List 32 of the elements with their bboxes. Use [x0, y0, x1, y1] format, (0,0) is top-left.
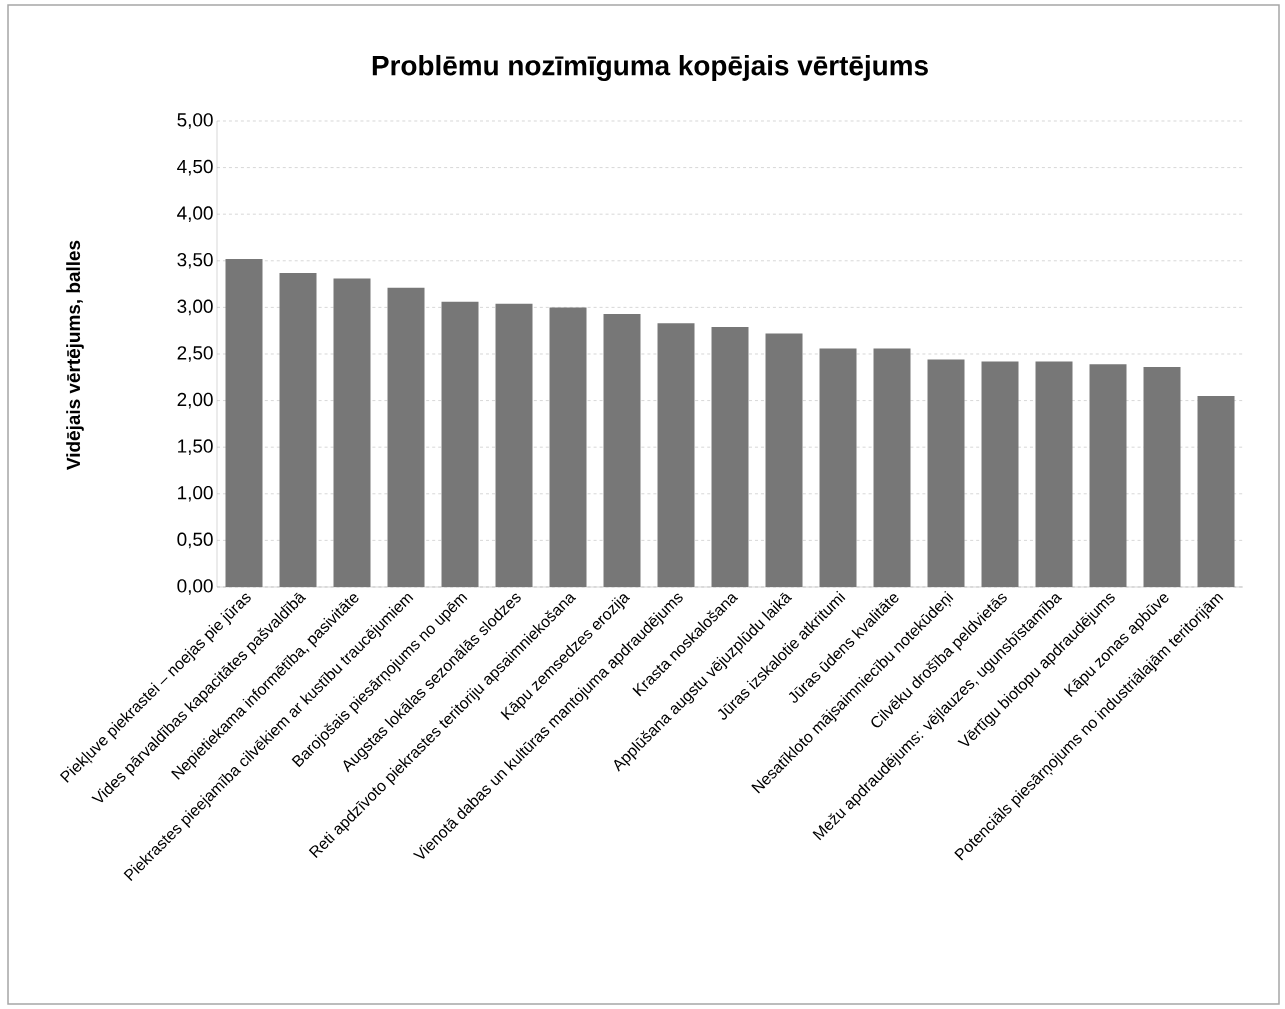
bar	[765, 333, 803, 587]
bar	[1089, 364, 1127, 587]
bar	[819, 348, 857, 587]
bar	[495, 303, 533, 587]
y-tick-label: 3,00	[177, 299, 213, 316]
bar	[1143, 367, 1181, 587]
chart-title: Problēmu nozīmīguma kopējais vērtējums	[372, 54, 928, 82]
y-tick-label: 0,00	[177, 579, 213, 595]
bar	[279, 272, 317, 587]
y-tick-label: 2,00	[177, 392, 213, 409]
bar	[711, 326, 749, 587]
y-tick-label: 2,50	[177, 346, 213, 362]
y-tick-label: 0,50	[177, 532, 213, 549]
y-tick-label: 5,00	[177, 113, 213, 129]
y-tick-label: 1,00	[178, 485, 213, 502]
y-axis-title: Vidējais vērtējums, balles	[66, 240, 84, 470]
bar	[981, 361, 1019, 587]
bar	[441, 301, 479, 587]
y-tick-label: 4,50	[177, 159, 213, 176]
bar	[603, 313, 641, 587]
bar	[333, 278, 371, 587]
y-tick-label: 4,00	[177, 206, 213, 223]
y-tick-label: 3,50	[177, 252, 213, 269]
bar	[387, 287, 425, 587]
bar	[1035, 361, 1073, 587]
bar	[549, 307, 587, 587]
bar	[873, 348, 911, 587]
bar	[225, 258, 263, 587]
y-tick-label: 1,50	[178, 439, 213, 456]
bar	[657, 323, 695, 587]
bar	[1197, 395, 1235, 587]
bar	[927, 359, 965, 587]
